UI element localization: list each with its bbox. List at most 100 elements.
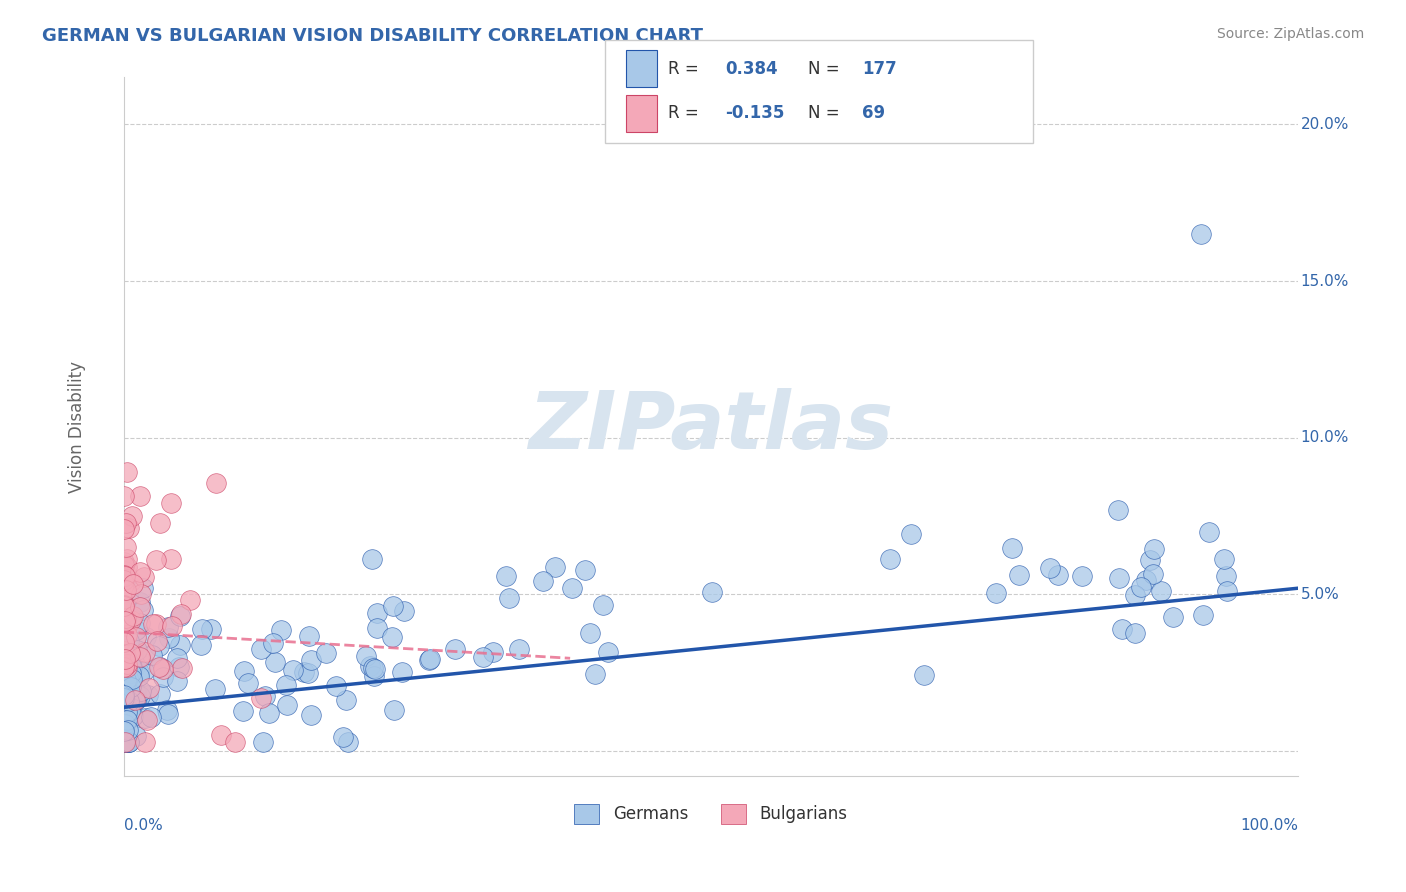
Point <box>596 645 619 659</box>
Point <box>700 585 723 599</box>
Point <box>471 650 494 665</box>
Point <box>233 664 256 678</box>
Point <box>166 651 188 665</box>
Point <box>170 661 193 675</box>
Point <box>1129 580 1152 594</box>
Text: N =: N = <box>808 104 845 122</box>
Text: 177: 177 <box>862 60 897 78</box>
Point <box>114 555 136 569</box>
Point <box>125 686 148 700</box>
Point <box>117 633 139 648</box>
Point <box>1142 566 1164 581</box>
Point <box>224 735 246 749</box>
Point <box>128 566 150 580</box>
Point <box>363 669 385 683</box>
Point <box>117 735 139 749</box>
Point <box>115 583 138 598</box>
Point <box>149 660 172 674</box>
Point <box>115 657 138 671</box>
Point <box>583 667 606 681</box>
Point <box>252 735 274 749</box>
Point <box>152 662 174 676</box>
Text: R =: R = <box>668 104 704 122</box>
Point <box>114 615 136 629</box>
Point <box>1216 583 1239 598</box>
Point <box>120 681 142 695</box>
Point <box>139 709 162 723</box>
Point <box>382 703 405 717</box>
Point <box>112 489 135 503</box>
Point <box>132 664 155 678</box>
Point <box>112 643 135 657</box>
Point <box>114 693 136 707</box>
Point <box>481 645 503 659</box>
Point <box>112 691 135 706</box>
Point <box>117 735 139 749</box>
Point <box>114 688 136 702</box>
Point <box>112 673 135 687</box>
Text: Vision Disability: Vision Disability <box>67 361 86 492</box>
Point <box>112 662 135 676</box>
Text: 20.0%: 20.0% <box>1301 117 1348 132</box>
Point <box>132 581 155 595</box>
Point <box>115 706 138 721</box>
Point <box>270 624 292 638</box>
Point <box>117 735 139 749</box>
Point <box>391 665 413 680</box>
Point <box>157 632 180 646</box>
Point <box>115 673 138 687</box>
Point <box>115 691 138 706</box>
Point <box>134 645 156 659</box>
Point <box>112 690 135 705</box>
Point <box>115 660 138 674</box>
Point <box>115 560 138 574</box>
Point <box>1198 524 1220 539</box>
Point <box>148 659 170 673</box>
Point <box>160 496 183 510</box>
Point <box>112 599 135 613</box>
Point <box>508 642 530 657</box>
Point <box>169 638 191 652</box>
Text: ZIPatlas: ZIPatlas <box>529 388 894 466</box>
Point <box>157 707 180 722</box>
Point <box>125 730 148 744</box>
Point <box>112 723 135 738</box>
Text: GERMAN VS BULGARIAN VISION DISABILITY CORRELATION CHART: GERMAN VS BULGARIAN VISION DISABILITY CO… <box>42 27 703 45</box>
Text: 69: 69 <box>862 104 884 122</box>
Point <box>117 465 139 479</box>
Point <box>205 475 228 490</box>
Point <box>112 604 135 618</box>
Point <box>115 516 138 531</box>
Point <box>112 705 135 719</box>
Point <box>129 490 152 504</box>
Point <box>169 609 191 624</box>
Point <box>1135 573 1157 587</box>
Point <box>363 661 385 675</box>
Point <box>124 624 146 638</box>
Point <box>315 646 337 660</box>
Point <box>134 735 156 749</box>
Text: R =: R = <box>668 60 704 78</box>
Point <box>112 634 135 648</box>
Point <box>124 693 146 707</box>
Point <box>114 672 136 686</box>
Point <box>114 682 136 697</box>
Text: 10.0%: 10.0% <box>1301 430 1348 445</box>
Point <box>579 626 602 640</box>
Point <box>418 653 440 667</box>
Point <box>112 722 135 736</box>
Point <box>179 593 201 607</box>
Point <box>136 713 159 727</box>
Point <box>1215 569 1237 583</box>
Point <box>115 668 138 682</box>
Point <box>114 659 136 673</box>
Point <box>879 552 901 566</box>
Point <box>145 616 167 631</box>
Point <box>160 619 183 633</box>
Point <box>1107 503 1129 517</box>
Point <box>274 678 297 692</box>
Point <box>121 672 143 686</box>
Point <box>366 621 388 635</box>
Point <box>152 670 174 684</box>
Point <box>112 688 135 702</box>
